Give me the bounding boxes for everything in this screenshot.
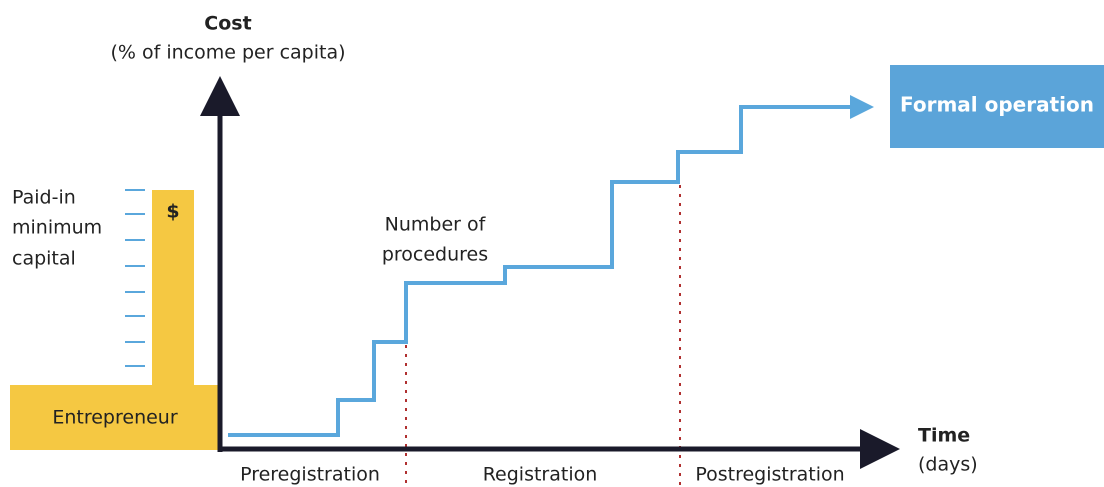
outcome-label: Formal operation	[900, 93, 1094, 117]
capital-label: capital	[12, 248, 76, 270]
x-axis-subtitle: (days)	[918, 454, 978, 476]
procedure-steps	[228, 95, 874, 437]
entrepreneur-block	[10, 385, 222, 450]
capital-ticks	[125, 189, 145, 367]
outcome-box	[890, 65, 1104, 148]
phase-label: Postregistration	[695, 464, 844, 486]
phase-label: Registration	[483, 464, 598, 486]
capital-label: Paid-in	[12, 187, 76, 209]
procedures-label: procedures	[382, 244, 488, 266]
capital-column	[152, 190, 194, 386]
procedures-label: Number of	[385, 214, 487, 236]
y-axis-title: Cost	[204, 13, 251, 35]
phase-separators	[405, 185, 681, 487]
phase-label: Preregistration	[240, 464, 380, 486]
capital-symbol: $	[166, 201, 179, 223]
entrepreneur-label: Entrepreneur	[52, 407, 177, 429]
y-axis-subtitle: (% of income per capita)	[110, 42, 345, 64]
x-axis-title: Time	[918, 425, 970, 447]
capital-label: minimum	[12, 217, 102, 239]
